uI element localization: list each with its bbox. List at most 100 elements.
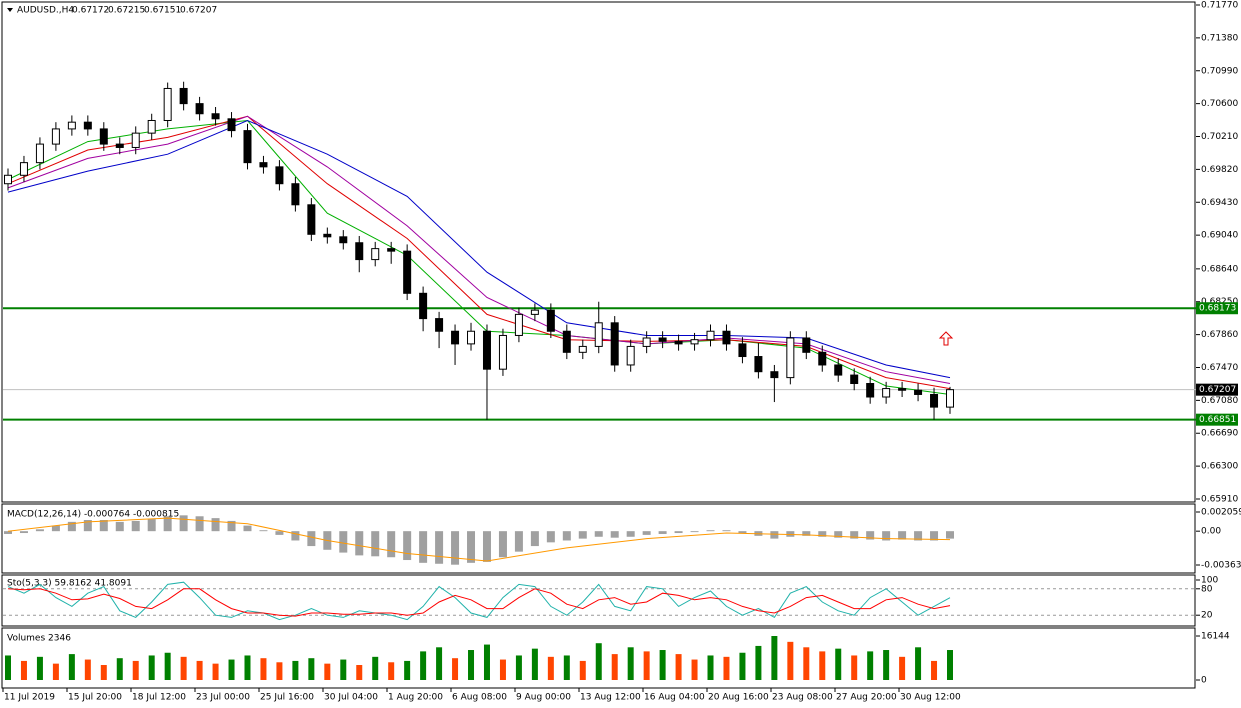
candle-body [482,330,491,370]
candle-body [514,313,523,336]
candle-body [227,118,236,132]
candle-body [451,330,460,345]
volume-bar [499,659,506,680]
time-label: 23 Jul 00:00 [196,693,250,703]
volume-bar [372,656,379,680]
volume-bar [643,651,650,680]
candle-body [946,389,954,408]
macd-bar [642,531,651,535]
macd-bar [770,531,779,539]
macd-bar [690,531,699,533]
candle-body [898,388,907,391]
volume-bar [68,654,75,680]
macd-bar [291,531,300,541]
volume-bar [547,656,554,680]
time-label: 30 Jul 04:00 [324,693,378,703]
candle-body [275,166,284,185]
macd-panel [1,503,1196,574]
candle-body [67,121,76,130]
volume-bar [196,660,203,680]
time-label: 13 Aug 12:00 [580,693,641,703]
stochastic-tick-label: 80 [1201,584,1213,594]
volume-bar [851,655,858,680]
candle-body [339,236,348,244]
candle-body [435,318,444,332]
candle-body [131,132,140,148]
macd-bar [195,516,204,532]
candle-body [690,339,699,345]
volume-bar [739,652,746,680]
y-tick-label: 0.70990 [1201,66,1238,76]
macd-bar [594,531,603,537]
macd-bar [435,531,444,564]
candle-body [866,383,875,398]
candle-body [35,143,44,164]
stochastic-tick-label: 20 [1201,611,1213,621]
macd-label: MACD(12,26,14) -0.000764 -0.000815 [7,510,179,520]
candle-body [179,87,188,105]
time-label: 15 Jul 20:00 [68,693,122,703]
macd-bar [259,530,268,532]
macd-bar [467,531,476,563]
y-tick-label: 0.69040 [1201,231,1238,241]
macd-bar [275,531,284,535]
macd-bar [387,531,396,558]
volume-bar [771,636,778,680]
volume-bar [691,659,698,680]
y-tick-label: 0.67080 [1201,396,1238,406]
candle-body [786,337,795,379]
stochastic-tick-label: 100 [1201,576,1218,586]
volume-bar [515,655,522,680]
candle-body [850,374,859,385]
candle-body [610,322,619,366]
macd-bar [914,531,923,541]
volume-bar [436,647,443,680]
volume-tick-label: 0 [1201,676,1207,686]
candle-body [578,345,587,353]
volume-bar [611,654,618,680]
volume-bar [787,641,794,680]
macd-bar [562,531,571,541]
y-tick-label: 0.71380 [1201,33,1238,43]
candle-body [770,371,779,379]
time-label: 9 Aug 00:00 [516,693,571,703]
macd-bar [722,530,731,532]
candle-body [307,204,316,235]
volume-bar [404,660,411,680]
macd-bar [786,531,795,537]
macd-bar [99,519,108,532]
volume-bar [228,659,235,680]
macd-bar [355,531,364,556]
candle-body [387,248,396,252]
volume-bar [483,644,490,680]
candle-body [754,356,763,373]
candle-body [323,233,332,238]
stochastic-panel [1,574,1196,627]
candle-body [562,330,571,353]
volume-bar [340,659,347,680]
macd-bar [243,525,252,532]
macd-bar [482,531,491,562]
ohlc-value: 0.67172 [72,6,109,16]
y-tick-label: 0.67860 [1201,330,1238,340]
candle-body [882,388,891,398]
macd-bar [674,531,683,534]
volume-bar [420,651,427,680]
symbol-menu-icon[interactable] [7,8,13,12]
volume-bar [707,655,714,680]
macd-bar [419,531,428,563]
candle-body [722,330,731,345]
macd-bar [147,519,156,532]
candle-body [674,340,683,345]
macd-bar [818,531,827,537]
macd-bar [19,531,28,534]
candle-body [115,143,124,148]
volume-bar [595,643,602,680]
macd-bar [738,531,747,534]
candle-body [291,183,300,206]
candle-body [626,345,635,366]
volume-bar [899,656,906,680]
volume-bar [803,647,810,680]
y-tick-label: 0.67470 [1201,363,1238,373]
volume-bar [452,658,459,680]
